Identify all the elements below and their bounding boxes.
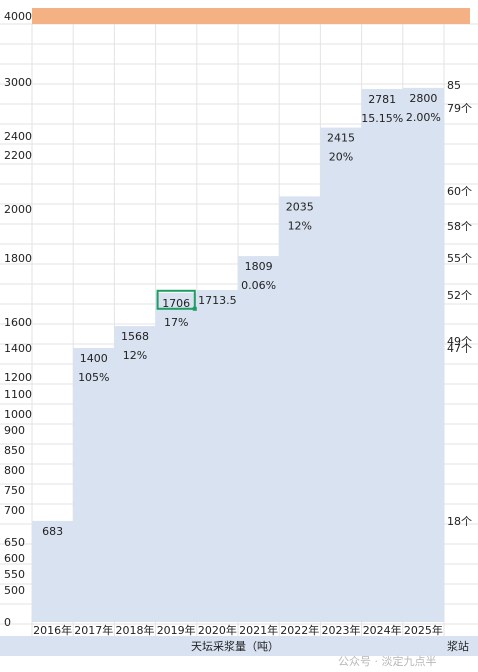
y-tick-label: 700 — [4, 504, 25, 517]
value-label: 2800 — [409, 92, 437, 105]
y-tick-label: 2000 — [4, 203, 32, 216]
selected-cell[interactable] — [156, 289, 196, 310]
growth-label: 20% — [329, 151, 353, 164]
bar — [32, 520, 74, 622]
growth-label: 12% — [288, 219, 312, 232]
bar — [361, 88, 404, 622]
y-tick-label: 1400 — [4, 342, 32, 355]
x-tick-label: 2021年 — [239, 623, 278, 637]
station-label: 52个 — [447, 289, 472, 302]
station-label: 47个 — [447, 342, 472, 355]
value-label: 683 — [42, 525, 63, 538]
selection-handle[interactable] — [192, 306, 197, 311]
watermark: 公众号 · 淡定九点半 — [338, 654, 437, 668]
bar — [114, 326, 157, 622]
bar — [238, 256, 280, 622]
growth-label: 12% — [123, 349, 147, 362]
y-tick-label: 4000 — [4, 10, 32, 23]
value-label: 1400 — [80, 352, 108, 365]
station-label: 49个 — [447, 335, 472, 348]
value-label: 1809 — [245, 260, 273, 273]
x-axis-title: 天坛采浆量（吨） — [191, 639, 279, 653]
bar — [279, 196, 321, 622]
y-tick-label: 3000 — [4, 76, 32, 89]
growth-label: 0.06% — [241, 279, 276, 292]
x-tick-label: 2017年 — [74, 623, 113, 637]
growth-label: 2.00% — [406, 111, 441, 124]
value-labels: 683 1400 1568 1706 1713.5 1809 2035 2415 2781 280… — [42, 92, 437, 538]
station-label: 55个 — [447, 252, 472, 265]
bar-group — [32, 87, 445, 622]
y-axis: 4000 3000 2400 2200 2000 1800 1600 1400 1200 1100… — [4, 10, 32, 629]
x-tick-label: 2025年 — [404, 623, 443, 637]
x-tick-label: 2018年 — [116, 623, 155, 637]
y-tick-label: 900 — [4, 424, 25, 437]
y-tick-label: 2400 — [4, 130, 32, 143]
station-label: 85 — [447, 79, 461, 92]
station-label: 79个 — [447, 102, 472, 115]
growth-label: 17% — [164, 316, 188, 329]
growth-label: 15.15% — [361, 112, 403, 125]
y-tick-label: 750 — [4, 484, 25, 497]
growth-label: 105% — [78, 371, 109, 384]
value-label: 1706 — [162, 297, 190, 310]
y-tick-label: 800 — [4, 464, 25, 477]
y-tick-label: 1200 — [4, 371, 32, 384]
x-tick-label: 2023年 — [322, 623, 361, 637]
y-tick-label: 1800 — [4, 252, 32, 265]
value-label: 1713.5 — [198, 294, 237, 307]
growth-labels: 105% 12% 17% 0.06% 12% 20% 15.15% 2.00% — [78, 111, 441, 384]
y-tick-label: 650 — [4, 536, 25, 549]
value-label: 2415 — [327, 132, 355, 145]
y-tick-label: 850 — [4, 444, 25, 457]
value-label: 2781 — [368, 93, 396, 106]
y-tick-label: 1000 — [4, 408, 32, 421]
x-tick-label: 2016年 — [33, 623, 72, 637]
y-tick-label: 550 — [4, 568, 25, 581]
x-tick-label: 2024年 — [363, 623, 402, 637]
y-tick-label: 1100 — [4, 388, 32, 401]
x-tick-label: 2020年 — [198, 623, 237, 637]
footer-band — [0, 636, 478, 656]
bar — [320, 127, 363, 622]
y-tick-label: 2200 — [4, 149, 32, 162]
bar — [402, 87, 445, 622]
y-tick-label: 1600 — [4, 316, 32, 329]
y-tick-label: 600 — [4, 552, 25, 565]
y-tick-label: 500 — [4, 584, 25, 597]
bar — [73, 348, 115, 622]
bar — [196, 290, 239, 622]
station-label: 18个 — [447, 515, 472, 528]
bar — [155, 292, 198, 622]
station-label: 58个 — [447, 220, 472, 233]
x-tick-label: 2022年 — [280, 623, 319, 637]
x-tick-label: 2019年 — [157, 623, 196, 637]
x-axis: 2016年 2017年 2018年 2019年 2020年 2021年 2022年 2023年… — [33, 623, 443, 637]
value-label: 2035 — [286, 200, 314, 213]
y-tick-label: 0 — [4, 616, 11, 629]
max-band — [32, 8, 470, 24]
station-label: 60个 — [447, 185, 472, 198]
stations-title: 浆站 — [447, 639, 469, 653]
value-label: 1568 — [121, 330, 149, 343]
